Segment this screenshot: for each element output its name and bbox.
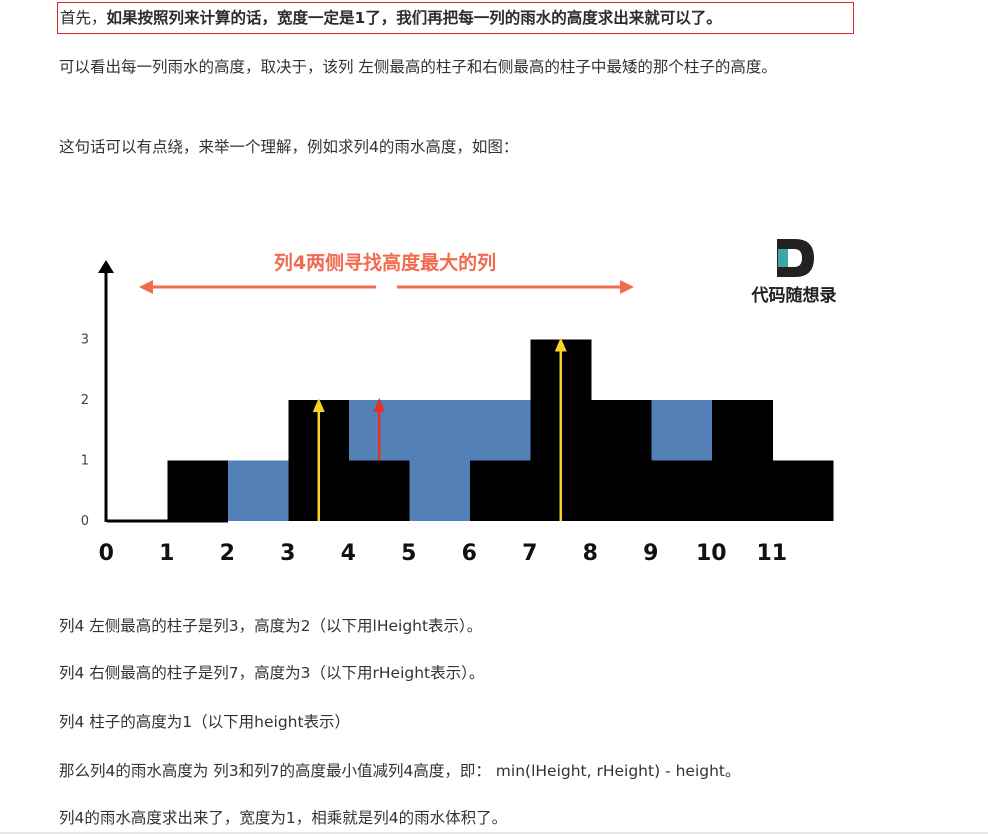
x-label-10: 10 (696, 541, 727, 566)
x-label-9: 9 (643, 541, 658, 566)
bars-layer (107, 339, 834, 523)
water-col-2 (228, 460, 289, 521)
bar-col-8 (591, 400, 652, 521)
x-label-4: 4 (341, 541, 356, 566)
x-labels: 0 1 2 3 4 5 6 7 8 9 10 11 (99, 541, 787, 566)
x-label-1: 1 (159, 541, 174, 566)
line-4: 那么列4的雨水高度为 列3和列7的高度最小值减列4高度，即： min(lHeig… (59, 762, 741, 780)
x-label-3: 3 (280, 541, 295, 566)
banner-text: 列4两侧寻找高度最大的列 (274, 251, 496, 274)
paragraph-1: 可以看出每一列雨水的高度，取决于，该列 左侧最高的柱子和右侧最高的柱子中最矮的那… (59, 58, 777, 76)
y-tick-0: 0 (81, 514, 89, 529)
bottom-rule (0, 832, 988, 834)
intro-bold: 如果按照列来计算的话，宽度一定是1了，我们再把每一列的雨水的高度求出来就可以了。 (106, 9, 722, 27)
y-ticks: 0 1 2 3 (81, 333, 89, 530)
y-tick-1: 1 (81, 454, 89, 469)
line-2: 列4 右侧最高的柱子是列7，高度为3（以下用rHeight表示）。 (59, 664, 485, 682)
x-label-2: 2 (220, 541, 235, 566)
arrow-col-7-head (554, 337, 567, 352)
x-label-8: 8 (583, 541, 598, 566)
line-5: 列4的雨水高度求出来了，宽度为1，相乘就是列4的雨水体积了。 (59, 809, 508, 827)
banner-arrowhead-right (620, 280, 634, 294)
logo: 代码随想录 (751, 239, 837, 306)
bar-col-9 (651, 460, 713, 521)
banner-arrowhead-left (139, 280, 153, 294)
bar-col-6 (470, 460, 531, 521)
height-arrows (312, 337, 567, 521)
x-label-5: 5 (401, 541, 416, 566)
y-tick-3: 3 (81, 333, 89, 348)
y-axis-arrowhead (98, 260, 114, 273)
logo-text: 代码随想录 (751, 285, 837, 306)
x-label-7: 7 (522, 541, 537, 566)
x-label-0: 0 (99, 541, 114, 566)
logo-d-mark (777, 239, 814, 277)
x-label-6: 6 (462, 541, 477, 566)
arrow-col-3-head (312, 398, 325, 412)
bar-col-4 (349, 460, 410, 521)
water-col-5 (409, 400, 471, 521)
y-tick-2: 2 (81, 393, 89, 408)
bar-col-10 (712, 400, 773, 521)
water-col-9 (651, 400, 713, 461)
bar-col-11 (772, 460, 834, 521)
trapping-rain-figure: 0 1 2 3 0 1 2 3 4 5 6 7 8 9 10 11 列4两侧寻找高度最大的列 代码随想录 (81, 239, 837, 566)
line-3: 列4 柱子的高度为1（以下用height表示） (59, 713, 351, 731)
bar-col-1 (167, 460, 229, 521)
paragraph-2: 这句话可以有点绕，来举一个理解，例如求列4的雨水高度，如图： (59, 138, 519, 156)
x-label-11: 11 (756, 541, 787, 566)
intro-prefix: 首先， (60, 9, 107, 27)
logo-teal-mark (778, 249, 788, 267)
line-1: 列4 左侧最高的柱子是列3，高度为2（以下用lHeight表示）。 (59, 617, 483, 635)
water-col-6 (470, 400, 531, 461)
arrow-col-4-head (373, 398, 386, 412)
highlighted-intro: 首先，如果按照列来计算的话，宽度一定是1了，我们再把每一列的雨水的高度求出来就可… (57, 2, 854, 34)
